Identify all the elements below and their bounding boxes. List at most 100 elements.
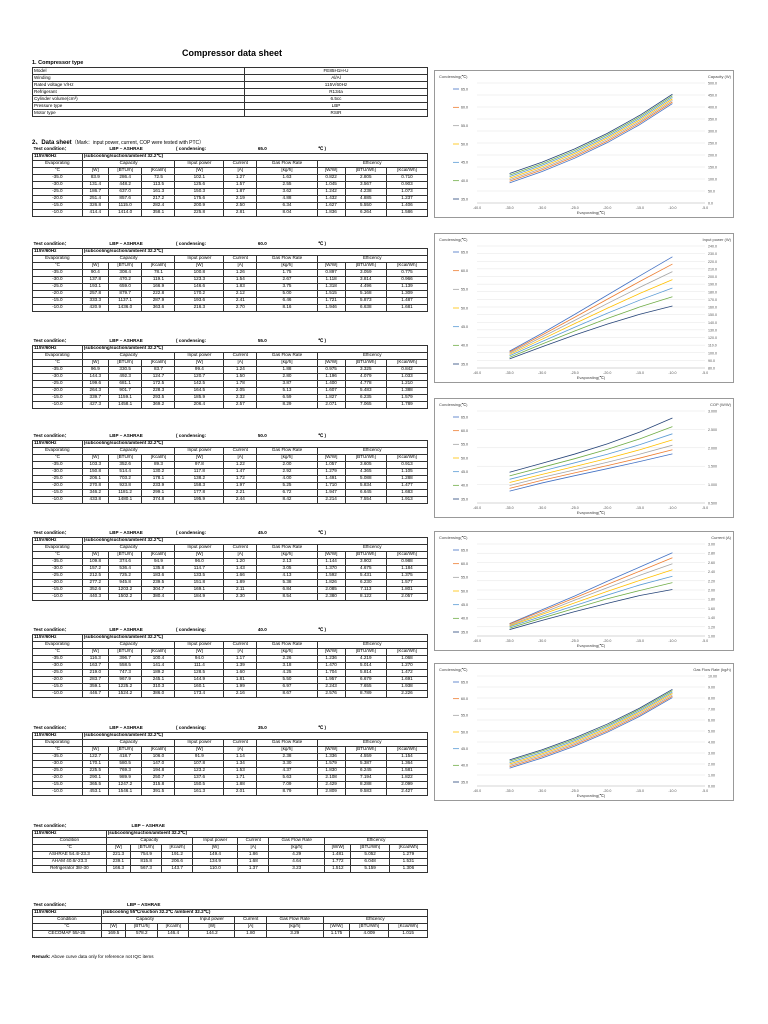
- table-cell: 170.2: [174, 289, 225, 298]
- table-cell: 4.88: [256, 194, 318, 203]
- col-efficiency: Efficency: [316, 446, 429, 455]
- remark-label: Remark:: [32, 954, 51, 959]
- x-tick-label: -30.0: [538, 506, 546, 510]
- table-cell: 225.8: [174, 208, 225, 217]
- spec-row: Motor type RSIR: [32, 109, 428, 117]
- test-condition-row: Test condition： LBP – ASHRAE: [33, 902, 428, 909]
- table-cell: 580.5: [107, 759, 143, 768]
- table-cell: 1159.1: [107, 393, 143, 402]
- unit-cell: °C: [32, 453, 83, 462]
- table-cell: 567.3: [130, 864, 163, 873]
- table-cell: 8.04: [256, 208, 318, 217]
- table-cell: 5.834: [344, 481, 387, 490]
- table-cell: 1.830: [316, 766, 346, 775]
- legend-entry: 50.0: [461, 730, 468, 734]
- chart-svg: 0.00 1.00 2.00 3.00 4.00 5.00 6.00 7.00 8.00 9.00…: [439, 667, 732, 798]
- table-cell: 1181.2: [107, 488, 143, 497]
- table-cell: 1.432: [316, 194, 346, 203]
- table-cell: 637.0: [107, 187, 143, 196]
- series-line: [509, 691, 673, 763]
- table-cell: 5.168: [344, 289, 387, 298]
- x-tick-label: -40.0: [473, 639, 481, 643]
- chart-title: COP (W/W): [710, 402, 732, 407]
- table-cell: 3.87: [256, 379, 318, 388]
- table-cell: 470.2: [107, 275, 143, 284]
- unit-cell: [W/W]: [316, 358, 346, 367]
- table-cell: 6.84: [256, 585, 318, 594]
- table-cell: 2.13: [256, 557, 318, 566]
- table-cell: 150.8: [81, 467, 109, 476]
- table-cell: 78.1: [141, 268, 176, 277]
- y-tick-label: 350.0: [708, 118, 717, 122]
- table-cell: 3.29: [265, 929, 324, 938]
- unit-cell: [BTU/h]: [107, 550, 143, 559]
- table-cell: 1.801: [385, 585, 429, 594]
- table-cell: 1.24: [223, 365, 258, 374]
- y-tick-label: 150.0: [708, 313, 717, 317]
- table-cell: 1.75: [256, 268, 318, 277]
- table-cell: 1.073: [385, 187, 429, 196]
- subcooling-label: (subcooling/suction/ambient 32.2℃): [105, 829, 429, 838]
- table-row: -10.0 420.9 1436.0 363.6 216.3 2.70 8.16 1.946 6…: [32, 303, 429, 312]
- legend-entry: 40.0: [461, 179, 468, 183]
- x-tick-label: -15.0: [636, 789, 644, 793]
- y-tick-label: 80.0: [708, 367, 715, 371]
- table-cell: 286.4: [107, 173, 143, 182]
- table-cell: 857.6: [107, 194, 143, 203]
- table-cell: 0.775: [385, 268, 429, 277]
- series-line: [509, 690, 673, 762]
- chart: 0.0 50.0 100.0 150.0 200.0 250.0 300.0 350.0 400…: [434, 70, 734, 218]
- table-cell: 99.4: [174, 365, 225, 374]
- table-cell: 703.2: [107, 474, 143, 483]
- table-cell: 164.5: [174, 386, 225, 395]
- unit-row: °C [W] [BTU/h] [Kcal/h] [W] [A] [kg/h] [W/W] [BT…: [32, 745, 429, 754]
- table-cell: 6.72: [256, 488, 318, 497]
- table-cell: 119.1: [141, 275, 176, 284]
- table-cell: 1.470: [316, 661, 346, 670]
- table-cell: 2.085: [316, 585, 346, 594]
- unit-cell: [Kcal/Wh]: [385, 453, 429, 462]
- table-cell: 1.105: [385, 467, 429, 476]
- table-cell: 5.387: [344, 759, 387, 768]
- col-gas-flow: Gas Flow Rate: [268, 836, 326, 845]
- table-cell: 149.4: [192, 850, 239, 859]
- table-cell: 251.4: [81, 194, 109, 203]
- table-cell: 299.1: [141, 488, 176, 497]
- series-line: [509, 694, 673, 766]
- y-tick-label: 180.0: [708, 290, 717, 294]
- col-capacity: Capacity: [81, 159, 176, 168]
- table-cell: 137.6: [174, 773, 225, 782]
- table-cell: 96.0: [174, 557, 225, 566]
- voltage-label: 115V/60Hz: [32, 731, 83, 740]
- table-cell: 769.3: [107, 766, 143, 775]
- table-cell: 4.00: [256, 474, 318, 483]
- table-cell: 365.5: [81, 780, 109, 789]
- table-cell: 1.17: [223, 654, 258, 663]
- table-cell: 414.4: [81, 208, 109, 217]
- table-cell: 326.8: [81, 201, 109, 210]
- unit-cell: [W]: [81, 550, 109, 559]
- table-cell: 91.9: [174, 752, 225, 761]
- col-evaporating: Evaporating: [32, 738, 83, 747]
- y-tick-label: 8.00: [708, 697, 715, 701]
- table-cell: 1.34: [223, 759, 258, 768]
- table-cell: 1.87: [223, 187, 258, 196]
- unit-cell: [W/W]: [316, 647, 346, 656]
- voltage-label: 115V/60Hz: [32, 152, 83, 161]
- table-cell: 0.822: [316, 173, 346, 182]
- col-capacity: Capacity: [81, 254, 176, 263]
- standard-label: LBP – ASHRAE: [109, 241, 143, 246]
- column-header-row: Evaporating Capacity Input power Current Gas…: [32, 159, 429, 168]
- spacer: [193, 823, 428, 830]
- data-table-condensing: Test condition： LBP – ASHRAE ( condensing:…: [32, 530, 429, 601]
- col-efficiency: Efficency: [316, 543, 429, 552]
- series-line: [509, 569, 673, 627]
- table-cell: 1.491: [316, 474, 346, 483]
- col-current: Current: [223, 254, 258, 263]
- unit-cell: [W]: [105, 843, 132, 852]
- spec-row: Cylinder volume(cm³) 6.5cc: [32, 95, 428, 103]
- x-tick-label: -5.0: [702, 789, 708, 793]
- table-cell: 175.6: [174, 194, 225, 203]
- table-cell: 6.97: [256, 682, 318, 691]
- unit-cell: [W]: [192, 843, 239, 852]
